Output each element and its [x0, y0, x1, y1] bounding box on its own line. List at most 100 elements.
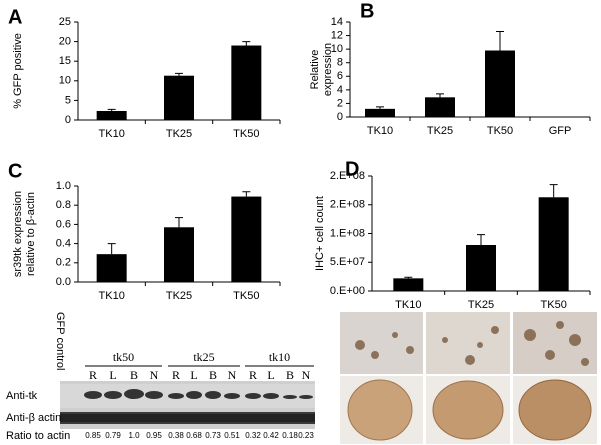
panel-label: A — [8, 6, 22, 28]
x-tick-label: TK10 — [99, 128, 125, 140]
error-bar — [436, 93, 444, 98]
bar — [231, 196, 262, 282]
y-tick-label: 6 — [337, 70, 343, 82]
bar — [466, 245, 496, 291]
y-axis-label: Relative — [309, 50, 321, 90]
y-axis-label: relative to β-actin — [25, 192, 37, 276]
panel-label: D — [345, 158, 359, 180]
blot-lane-label: L — [109, 368, 116, 382]
y-tick-label: 5 — [65, 94, 71, 106]
y-tick-label: 0.6 — [56, 218, 71, 230]
y-tick-label: 5.E+07 — [330, 256, 365, 268]
bar — [96, 110, 127, 120]
blot-ratio: 0.95 — [146, 431, 162, 440]
y-tick-label: 0 — [337, 111, 343, 123]
y-tick-label: 2 — [337, 97, 343, 109]
bar — [365, 108, 395, 117]
blot-group-label: tk10 — [269, 350, 290, 364]
blot-lane-label: L — [267, 368, 274, 382]
blot-ratio: 0.18 — [282, 431, 298, 440]
x-tick-label: TK25 — [166, 128, 192, 140]
y-tick-label: 1.E+08 — [330, 227, 365, 239]
bar — [164, 227, 194, 282]
panel-label: C — [8, 160, 22, 182]
x-tick-label: TK25 — [166, 290, 192, 302]
blot-ratio: 1.0 — [128, 431, 140, 440]
blot-group-label: tk25 — [193, 350, 214, 364]
blot-ratio: 0.42 — [263, 431, 279, 440]
panel-label: B — [360, 0, 374, 22]
error-bar — [477, 234, 485, 245]
blot-ratio: 0.85 — [85, 431, 101, 440]
blot-ratio: 0.68 — [186, 431, 202, 440]
y-tick-label: 2.E+08 — [330, 199, 365, 211]
error-bar — [404, 276, 413, 279]
error-bar — [107, 243, 116, 255]
x-tick-label: TK50 — [233, 290, 259, 302]
y-tick-label: 1.0 — [56, 180, 71, 192]
y-tick-label: 0.8 — [56, 199, 71, 211]
blot-lane-label: B — [286, 368, 294, 382]
y-tick-label: 12 — [331, 29, 343, 41]
y-tick-label: 10 — [59, 75, 71, 87]
y-tick-label: 4 — [337, 84, 343, 96]
blot-ratio: 0.23 — [298, 431, 314, 440]
x-tick-label: TK25 — [427, 125, 453, 137]
y-axis-label: expression — [322, 43, 334, 96]
blot-lane-label: B — [209, 368, 217, 382]
error-bar — [242, 41, 251, 46]
error-bar — [242, 191, 251, 197]
blot-lane-label: R — [249, 368, 257, 382]
blot-ratio: 0.32 — [245, 431, 261, 440]
blot-row-label: Anti-tk — [6, 390, 38, 402]
ihc-images — [340, 312, 597, 444]
bar — [231, 45, 262, 120]
blot-lane-label: R — [172, 368, 180, 382]
y-tick-label: 0 — [65, 114, 71, 126]
y-tick-label: 0.2 — [56, 257, 71, 269]
y-tick-label: 15 — [59, 55, 71, 67]
bar — [538, 197, 569, 291]
error-bar — [376, 106, 384, 109]
blot-ratio: 0.38 — [168, 431, 184, 440]
blot-ratio: 0.73 — [205, 431, 221, 440]
bar — [485, 50, 515, 117]
error-bar — [549, 184, 558, 198]
blot-lane-label: L — [190, 368, 197, 382]
y-tick-label: 20 — [59, 36, 71, 48]
blot-ratio-label: Ratio to actin — [6, 430, 70, 442]
y-tick-label: 14 — [331, 16, 343, 28]
y-tick-label: 8 — [337, 57, 343, 69]
y-tick-label: 0.0 — [56, 276, 71, 288]
y-tick-label: 25 — [59, 16, 71, 28]
blot-image — [60, 381, 315, 429]
y-axis-label: IHC+ cell count — [314, 196, 326, 271]
x-tick-label: GFP — [549, 125, 572, 137]
blot-lane-label: B — [130, 368, 138, 382]
x-tick-label: TK50 — [541, 299, 567, 311]
y-tick-label: 2.E+08 — [330, 170, 365, 182]
x-tick-label: TK10 — [99, 290, 125, 302]
x-tick-label: TK25 — [468, 299, 494, 311]
error-bar — [175, 72, 183, 76]
blot-ratio: 0.79 — [105, 431, 121, 440]
bar — [164, 75, 194, 120]
y-axis-label: % GFP positive — [12, 33, 24, 109]
error-bar — [175, 217, 183, 228]
y-axis-label: sr39tk expression — [12, 191, 24, 277]
error-bar — [107, 108, 116, 111]
y-tick-label: 10 — [331, 43, 343, 55]
x-tick-label: TK10 — [367, 125, 393, 137]
y-tick-label: 0.4 — [56, 238, 71, 250]
bar — [96, 254, 127, 282]
blot-group-label: tk50 — [113, 350, 134, 364]
x-tick-label: TK50 — [233, 128, 259, 140]
bar — [425, 97, 455, 117]
blot-lane-label: N — [302, 368, 311, 382]
y-tick-label: 0.E+00 — [330, 285, 365, 297]
blot-row-label: Anti-β actin — [6, 412, 61, 424]
blot-lane-label: N — [150, 368, 159, 382]
blot-lane-label: N — [228, 368, 237, 382]
x-tick-label: TK50 — [487, 125, 513, 137]
